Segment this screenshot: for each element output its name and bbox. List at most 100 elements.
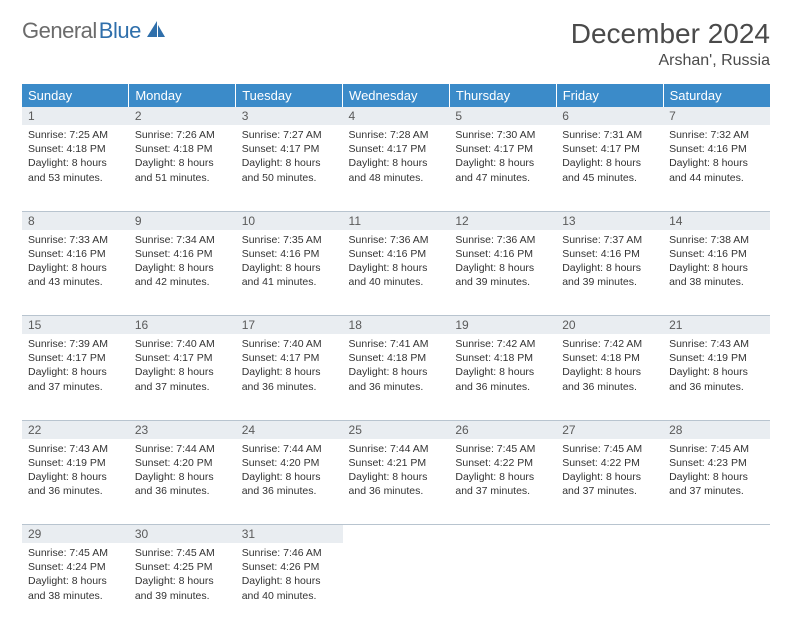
day-number-cell: 1 <box>22 107 129 125</box>
day-number-cell: 28 <box>663 420 770 439</box>
day-number-cell: 13 <box>556 211 663 230</box>
day-header: Tuesday <box>236 84 343 107</box>
day-number-cell: 29 <box>22 525 129 544</box>
day-text: Sunrise: 7:28 AMSunset: 4:17 PMDaylight:… <box>349 128 444 185</box>
day-number-cell: 2 <box>129 107 236 125</box>
day-header: Sunday <box>22 84 129 107</box>
day-number-cell: 3 <box>236 107 343 125</box>
day-number-cell: 14 <box>663 211 770 230</box>
day-content-cell: Sunrise: 7:45 AMSunset: 4:24 PMDaylight:… <box>22 543 129 629</box>
day-number-cell: 15 <box>22 316 129 335</box>
day-text: Sunrise: 7:45 AMSunset: 4:23 PMDaylight:… <box>669 442 764 499</box>
day-content-cell: Sunrise: 7:45 AMSunset: 4:22 PMDaylight:… <box>449 439 556 525</box>
day-number-cell: 11 <box>343 211 450 230</box>
day-content-cell: Sunrise: 7:44 AMSunset: 4:20 PMDaylight:… <box>236 439 343 525</box>
day-content-cell: Sunrise: 7:40 AMSunset: 4:17 PMDaylight:… <box>129 334 236 420</box>
day-number-cell: 17 <box>236 316 343 335</box>
day-content-cell: Sunrise: 7:41 AMSunset: 4:18 PMDaylight:… <box>343 334 450 420</box>
day-text: Sunrise: 7:30 AMSunset: 4:17 PMDaylight:… <box>455 128 550 185</box>
calendar-head: SundayMondayTuesdayWednesdayThursdayFrid… <box>22 84 770 107</box>
day-content-row: Sunrise: 7:33 AMSunset: 4:16 PMDaylight:… <box>22 230 770 316</box>
day-content-cell: Sunrise: 7:36 AMSunset: 4:16 PMDaylight:… <box>343 230 450 316</box>
day-number-cell: 20 <box>556 316 663 335</box>
day-number-cell: 23 <box>129 420 236 439</box>
day-text: Sunrise: 7:45 AMSunset: 4:22 PMDaylight:… <box>455 442 550 499</box>
day-text: Sunrise: 7:27 AMSunset: 4:17 PMDaylight:… <box>242 128 337 185</box>
day-content-cell: Sunrise: 7:42 AMSunset: 4:18 PMDaylight:… <box>556 334 663 420</box>
day-text: Sunrise: 7:26 AMSunset: 4:18 PMDaylight:… <box>135 128 230 185</box>
day-content-cell: Sunrise: 7:28 AMSunset: 4:17 PMDaylight:… <box>343 125 450 211</box>
day-content-cell: Sunrise: 7:35 AMSunset: 4:16 PMDaylight:… <box>236 230 343 316</box>
day-content-cell: Sunrise: 7:39 AMSunset: 4:17 PMDaylight:… <box>22 334 129 420</box>
month-title: December 2024 <box>571 18 770 50</box>
day-number-cell: 10 <box>236 211 343 230</box>
day-content-row: Sunrise: 7:43 AMSunset: 4:19 PMDaylight:… <box>22 439 770 525</box>
calendar-body: 1234567Sunrise: 7:25 AMSunset: 4:18 PMDa… <box>22 107 770 629</box>
day-content-cell: Sunrise: 7:33 AMSunset: 4:16 PMDaylight:… <box>22 230 129 316</box>
day-number-cell: 7 <box>663 107 770 125</box>
day-text: Sunrise: 7:43 AMSunset: 4:19 PMDaylight:… <box>28 442 123 499</box>
day-number-row: 22232425262728 <box>22 420 770 439</box>
day-number-cell: 16 <box>129 316 236 335</box>
day-number-cell: 21 <box>663 316 770 335</box>
day-content-row: Sunrise: 7:45 AMSunset: 4:24 PMDaylight:… <box>22 543 770 629</box>
day-number-cell: 12 <box>449 211 556 230</box>
day-content-cell: Sunrise: 7:44 AMSunset: 4:21 PMDaylight:… <box>343 439 450 525</box>
day-number-cell: 18 <box>343 316 450 335</box>
day-content-cell <box>343 543 450 629</box>
day-text: Sunrise: 7:36 AMSunset: 4:16 PMDaylight:… <box>455 233 550 290</box>
brand-part1: General <box>22 18 97 44</box>
day-number-cell: 6 <box>556 107 663 125</box>
day-content-cell: Sunrise: 7:26 AMSunset: 4:18 PMDaylight:… <box>129 125 236 211</box>
day-text: Sunrise: 7:45 AMSunset: 4:25 PMDaylight:… <box>135 546 230 603</box>
day-number-cell: 8 <box>22 211 129 230</box>
day-text: Sunrise: 7:43 AMSunset: 4:19 PMDaylight:… <box>669 337 764 394</box>
day-header: Saturday <box>663 84 770 107</box>
day-text: Sunrise: 7:45 AMSunset: 4:24 PMDaylight:… <box>28 546 123 603</box>
day-content-cell <box>663 543 770 629</box>
day-number-cell: 27 <box>556 420 663 439</box>
day-text: Sunrise: 7:31 AMSunset: 4:17 PMDaylight:… <box>562 128 657 185</box>
day-number-cell <box>556 525 663 544</box>
day-content-cell: Sunrise: 7:31 AMSunset: 4:17 PMDaylight:… <box>556 125 663 211</box>
day-text: Sunrise: 7:39 AMSunset: 4:17 PMDaylight:… <box>28 337 123 394</box>
day-header: Monday <box>129 84 236 107</box>
day-number-cell: 4 <box>343 107 450 125</box>
day-content-row: Sunrise: 7:25 AMSunset: 4:18 PMDaylight:… <box>22 125 770 211</box>
day-content-cell: Sunrise: 7:37 AMSunset: 4:16 PMDaylight:… <box>556 230 663 316</box>
day-content-cell <box>449 543 556 629</box>
day-text: Sunrise: 7:45 AMSunset: 4:22 PMDaylight:… <box>562 442 657 499</box>
day-content-cell: Sunrise: 7:32 AMSunset: 4:16 PMDaylight:… <box>663 125 770 211</box>
day-number-cell: 9 <box>129 211 236 230</box>
day-number-cell: 19 <box>449 316 556 335</box>
day-text: Sunrise: 7:44 AMSunset: 4:21 PMDaylight:… <box>349 442 444 499</box>
day-text: Sunrise: 7:38 AMSunset: 4:16 PMDaylight:… <box>669 233 764 290</box>
day-text: Sunrise: 7:40 AMSunset: 4:17 PMDaylight:… <box>242 337 337 394</box>
day-text: Sunrise: 7:42 AMSunset: 4:18 PMDaylight:… <box>562 337 657 394</box>
day-number-cell <box>663 525 770 544</box>
day-header: Thursday <box>449 84 556 107</box>
day-content-cell: Sunrise: 7:43 AMSunset: 4:19 PMDaylight:… <box>663 334 770 420</box>
day-content-cell: Sunrise: 7:27 AMSunset: 4:17 PMDaylight:… <box>236 125 343 211</box>
day-content-cell: Sunrise: 7:43 AMSunset: 4:19 PMDaylight:… <box>22 439 129 525</box>
day-content-cell: Sunrise: 7:45 AMSunset: 4:22 PMDaylight:… <box>556 439 663 525</box>
location-label: Arshan', Russia <box>571 52 770 70</box>
day-header-row: SundayMondayTuesdayWednesdayThursdayFrid… <box>22 84 770 107</box>
brand-logo: GeneralBlue <box>22 18 167 44</box>
day-number-row: 293031 <box>22 525 770 544</box>
day-number-row: 15161718192021 <box>22 316 770 335</box>
day-text: Sunrise: 7:42 AMSunset: 4:18 PMDaylight:… <box>455 337 550 394</box>
day-content-cell: Sunrise: 7:40 AMSunset: 4:17 PMDaylight:… <box>236 334 343 420</box>
day-text: Sunrise: 7:25 AMSunset: 4:18 PMDaylight:… <box>28 128 123 185</box>
day-content-cell: Sunrise: 7:36 AMSunset: 4:16 PMDaylight:… <box>449 230 556 316</box>
day-text: Sunrise: 7:36 AMSunset: 4:16 PMDaylight:… <box>349 233 444 290</box>
day-text: Sunrise: 7:35 AMSunset: 4:16 PMDaylight:… <box>242 233 337 290</box>
title-block: December 2024 Arshan', Russia <box>571 18 770 70</box>
day-text: Sunrise: 7:41 AMSunset: 4:18 PMDaylight:… <box>349 337 444 394</box>
day-content-cell: Sunrise: 7:44 AMSunset: 4:20 PMDaylight:… <box>129 439 236 525</box>
day-number-cell: 25 <box>343 420 450 439</box>
brand-part2: Blue <box>99 18 141 44</box>
brand-sail-icon <box>145 19 167 39</box>
day-header: Wednesday <box>343 84 450 107</box>
day-content-cell: Sunrise: 7:45 AMSunset: 4:25 PMDaylight:… <box>129 543 236 629</box>
